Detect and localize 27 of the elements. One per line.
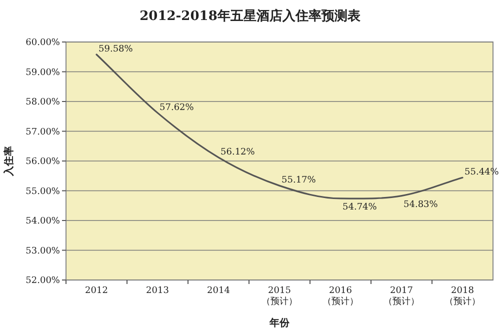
text: 54.83%: [404, 200, 438, 210]
y-tick-label: 60.00%: [26, 38, 60, 48]
y-tick-label: 56.00%: [26, 157, 60, 167]
x-axis-title: 年份: [268, 317, 290, 328]
text: 59.58%: [98, 44, 133, 54]
x-tick-label: 2015 （预计）: [262, 286, 298, 307]
y-tick-label: 54.00%: [26, 216, 60, 226]
x-tick-label: 2014: [207, 286, 230, 296]
y-tick-label: 52.00%: [26, 276, 60, 286]
x-tick-label: 2016 （预计）: [322, 286, 358, 307]
x-tick-label: 2018 （预计）: [444, 286, 480, 307]
text: 57.62%: [160, 102, 194, 113]
text: 54.74%: [342, 202, 377, 212]
y-tick-label: 55.00%: [26, 186, 60, 197]
line-series: [96, 54, 464, 200]
y-axis-title: 入住率: [3, 146, 15, 177]
y-tick-label: 58.00%: [26, 98, 60, 108]
text: 55.44%: [464, 168, 499, 178]
chart-title: 2012-2018年五星酒店入住率预测表: [140, 8, 362, 24]
y-tick-label: 57.00%: [26, 127, 60, 138]
text: 56.12%: [220, 147, 255, 158]
x-tick-label: 2013: [146, 286, 170, 296]
text: 55.17%: [282, 176, 316, 186]
y-tick-label: 53.00%: [26, 246, 60, 256]
y-tick-label: 59.00%: [26, 68, 60, 78]
x-tick-label: 2012: [85, 286, 108, 296]
x-tick-label: 2017 （预计）: [384, 286, 420, 307]
